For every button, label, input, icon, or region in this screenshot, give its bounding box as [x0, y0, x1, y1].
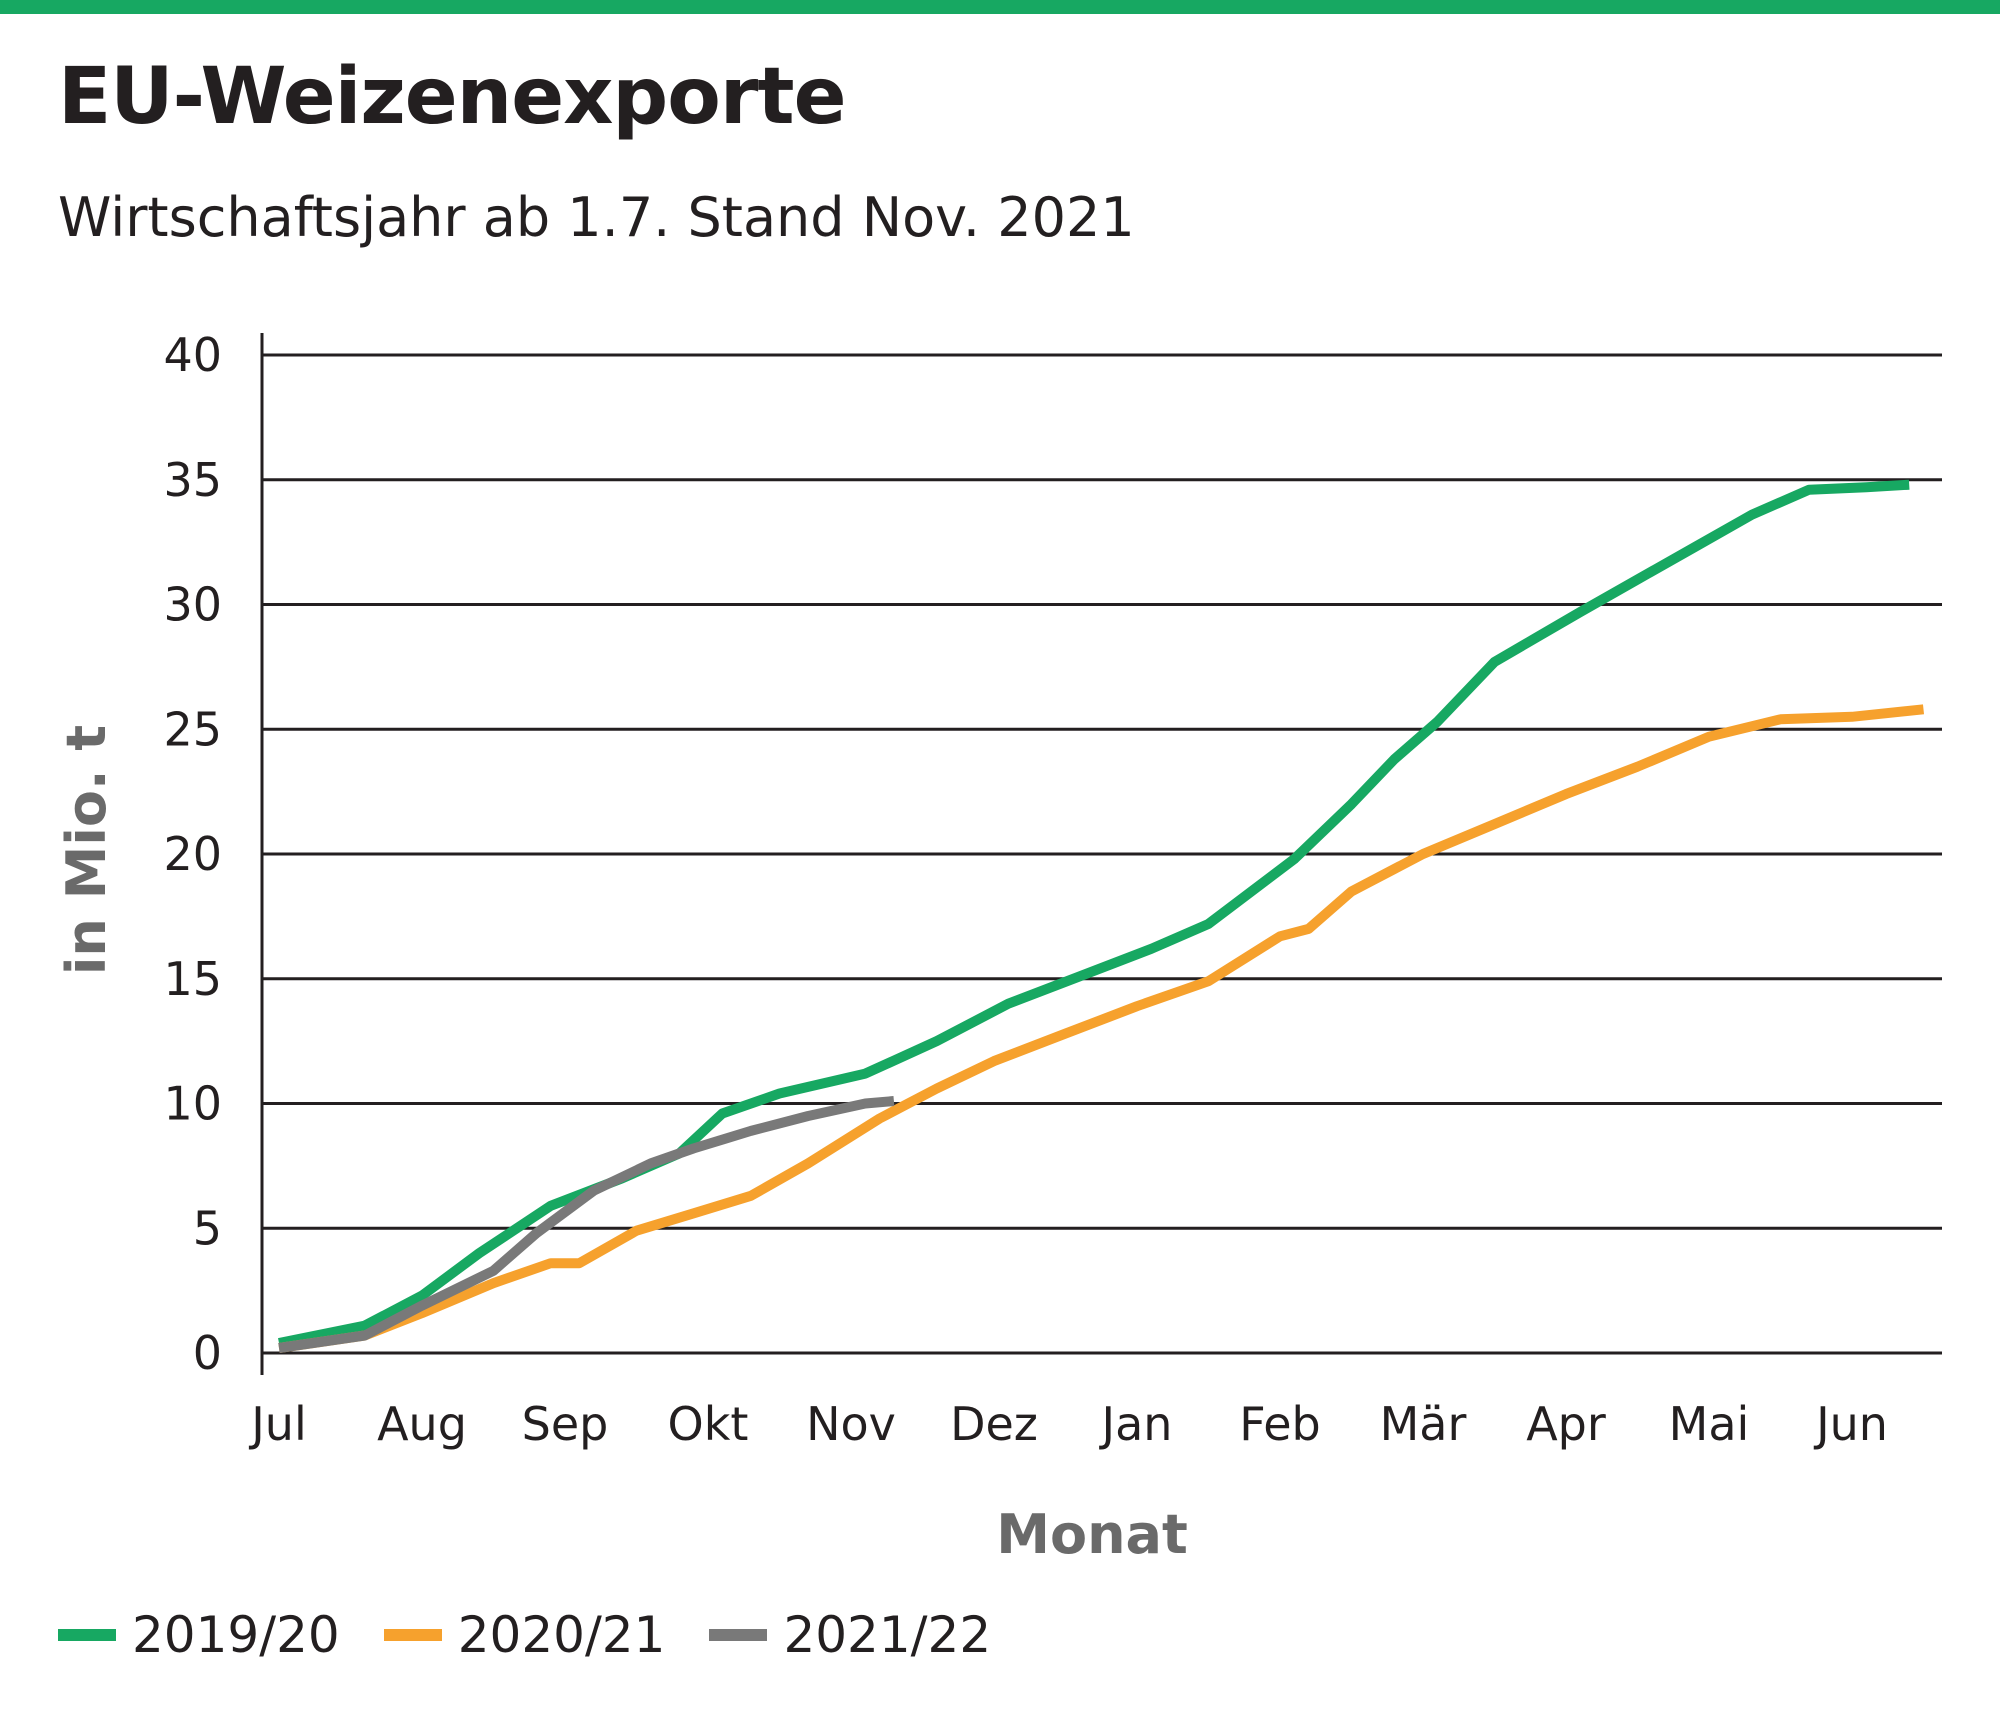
y-tick-label: 5 — [193, 1201, 222, 1255]
x-tick-label: Feb — [1239, 1397, 1320, 1451]
x-tick-label: Jan — [1099, 1397, 1173, 1451]
chart-title: EU-Weizenexporte — [58, 52, 846, 142]
x-tick-label: Mär — [1380, 1397, 1467, 1451]
chart-legend: 2019/20 2020/21 2021/22 — [58, 1606, 1035, 1664]
legend-label: 2019/20 — [132, 1606, 340, 1664]
x-tick-label: Sep — [522, 1397, 609, 1451]
series-line-2020-21 — [278, 704, 1925, 1353]
x-tick-label: Okt — [668, 1397, 749, 1451]
y-tick-label: 25 — [163, 702, 222, 756]
chart-subtitle: Wirtschaftsjahr ab 1.7. Stand Nov. 2021 — [58, 186, 1135, 249]
x-tick-label: Apr — [1526, 1397, 1606, 1451]
legend-item: 2019/20 — [58, 1606, 340, 1664]
x-axis-title: Monat — [996, 1503, 1188, 1566]
top-accent-bar — [0, 0, 2000, 14]
legend-item: 2021/22 — [709, 1606, 991, 1664]
y-axis-title: in Mio. t — [55, 725, 118, 975]
y-tick-label: 15 — [163, 952, 222, 1006]
x-tick-label: Jun — [1813, 1397, 1888, 1451]
legend-item: 2020/21 — [383, 1606, 666, 1664]
x-tick-label: Nov — [806, 1397, 896, 1451]
legend-label: 2020/21 — [457, 1606, 666, 1664]
series-line-2021-22 — [278, 1096, 895, 1353]
y-tick-label: 0 — [193, 1326, 222, 1380]
x-tick-label: Jul — [248, 1397, 307, 1451]
legend-swatch — [709, 1629, 768, 1641]
x-tick-label: Aug — [377, 1397, 467, 1451]
legend-label: 2021/22 — [783, 1606, 992, 1664]
x-tick-label: Mai — [1669, 1397, 1750, 1451]
x-tick-label: Dez — [950, 1397, 1038, 1451]
legend-swatch — [58, 1629, 116, 1641]
series-line-2019-20 — [278, 479, 1910, 1348]
legend-swatch — [383, 1629, 442, 1641]
y-tick-label: 10 — [163, 1077, 222, 1131]
y-tick-label: 20 — [163, 827, 222, 881]
y-tick-label: 35 — [163, 453, 222, 507]
y-tick-label: 30 — [163, 578, 222, 632]
y-tick-label: 40 — [163, 328, 222, 382]
